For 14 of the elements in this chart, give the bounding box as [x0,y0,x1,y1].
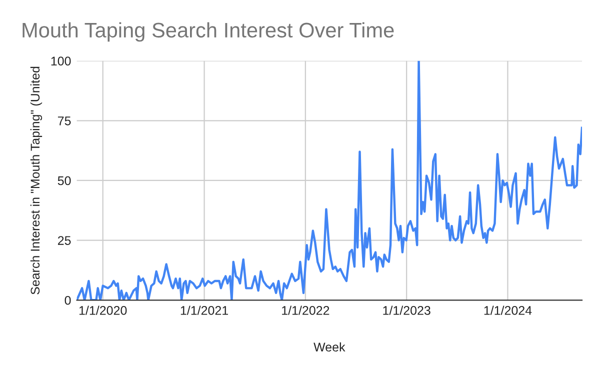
x-tick-label: 1/1/2023 [383,306,430,315]
x-tick-label: 1/1/2024 [484,306,532,315]
y-axis-title: Search Interest in "Mouth Taping" (United [30,66,42,294]
y-tick-label: 50 [58,176,71,186]
y-tick-label: 100 [51,56,71,66]
y-tick-label: 75 [58,116,71,126]
line-series [76,60,582,300]
chart-title: Mouth Taping Search Interest Over Time [22,22,394,42]
x-axis-title: Week [314,342,346,352]
x-tick-label: 1/1/2022 [282,306,330,315]
x-tick-label: 1/1/2021 [180,306,228,315]
y-tick-label: 0 [64,296,71,305]
y-tick-label: 25 [58,236,71,245]
x-tick-label: 1/1/2020 [79,306,127,315]
